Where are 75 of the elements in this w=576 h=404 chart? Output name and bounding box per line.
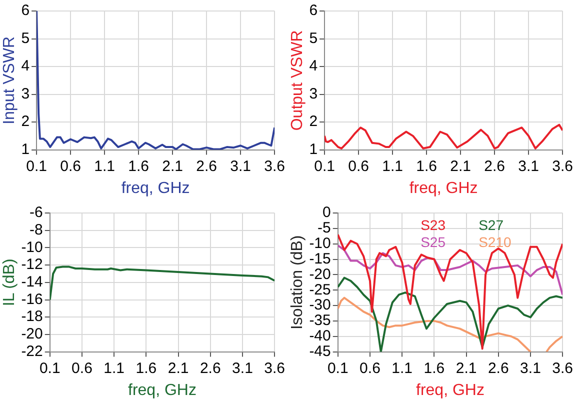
y-tick-label: 1 <box>21 140 30 158</box>
y-tick-label: 4 <box>309 58 318 75</box>
x-tick-label: 0.1 <box>327 360 348 377</box>
x-tick-label: 2.1 <box>450 158 471 175</box>
y-tick-label: -5 <box>318 220 331 237</box>
x-tick-label: 3.1 <box>520 360 541 377</box>
x-tick-label: 2.1 <box>168 360 189 377</box>
x-tick-label: 1.6 <box>128 158 149 175</box>
x-tick-label: 3.6 <box>264 158 286 175</box>
x-tick-label: 1.6 <box>416 158 437 175</box>
x-tick-label: 3.1 <box>232 360 253 377</box>
y-tick-label: 0 <box>322 204 331 222</box>
y-tick-label: -6 <box>30 204 43 222</box>
y-tick-label: -20 <box>21 326 43 343</box>
x-tick-label: 2.6 <box>196 158 217 175</box>
x-tick-label: 0.6 <box>360 360 380 377</box>
y-tick-label: 1 <box>309 140 318 158</box>
y-axis-title: Input VSWR <box>1 36 18 124</box>
y-axis-title: Output VSWR <box>289 30 306 131</box>
x-tick-label: 2.1 <box>162 158 183 175</box>
x-axis-title: freq, GHz <box>409 180 478 197</box>
y-tick-label: -20 <box>309 266 331 283</box>
y-tick-label: -18 <box>21 308 43 326</box>
x-tick-label: 2.6 <box>488 360 509 377</box>
x-tick-label: 3.1 <box>230 158 251 175</box>
y-tick-label: -12 <box>21 256 43 274</box>
x-tick-label: 3.6 <box>552 360 574 377</box>
x-tick-label: 2.1 <box>456 360 477 377</box>
y-tick-label: 3 <box>309 85 318 102</box>
y-tick-label: 5 <box>309 30 318 47</box>
y-tick-label: -10 <box>21 238 43 256</box>
y-axis-title: Isolation (dB) <box>289 235 306 330</box>
x-tick-label: 1.1 <box>94 158 115 175</box>
y-tick-label: -35 <box>309 312 331 330</box>
y-tick-label: -8 <box>30 221 43 238</box>
x-tick-label: 0.1 <box>314 158 335 175</box>
series-label: S23 <box>420 216 446 233</box>
y-tick-label: 2 <box>21 113 30 130</box>
y-tick-label: -25 <box>309 281 331 298</box>
y-tick-label: -10 <box>309 234 331 252</box>
y-tick-label: -40 <box>309 328 331 345</box>
x-axis-title: freq, GHz <box>416 382 484 399</box>
y-tick-label: 4 <box>21 58 30 75</box>
x-tick-label: 3.6 <box>264 360 286 377</box>
x-tick-label: 0.1 <box>39 360 60 377</box>
y-tick-label: 6 <box>309 2 318 20</box>
series-label: S25 <box>420 234 446 250</box>
y-tick-label: -22 <box>21 342 43 360</box>
x-tick-label: 1.6 <box>136 360 157 377</box>
x-tick-label: 1.6 <box>424 360 445 377</box>
x-tick-label: 1.1 <box>392 360 413 377</box>
x-tick-label: 0.6 <box>60 158 81 175</box>
text: S210 <box>478 234 512 250</box>
x-tick-label: 1.1 <box>104 360 125 377</box>
x-tick-label: 0.1 <box>26 158 47 175</box>
x-tick-label: 0.6 <box>348 158 369 175</box>
y-tick-label: 2 <box>309 113 318 130</box>
y-tick-label: -14 <box>21 274 43 291</box>
y-tick-label: 3 <box>21 85 30 102</box>
x-tick-label: 1.1 <box>382 158 403 175</box>
y-tick-label: -16 <box>21 290 43 308</box>
x-axis-title: freq, GHz <box>121 180 190 197</box>
x-tick-label: 3.1 <box>518 158 539 175</box>
x-tick-label: 2.6 <box>200 360 221 377</box>
x-tick-label: 0.6 <box>72 360 92 377</box>
y-tick-label: -15 <box>309 250 331 268</box>
y-tick-label: -45 <box>309 342 331 360</box>
y-tick-label: 6 <box>21 2 30 20</box>
x-tick-label: 2.6 <box>484 158 505 175</box>
y-tick-label: 5 <box>21 30 30 47</box>
y-axis-title: IL (dB) <box>1 258 18 306</box>
y-tick-label: -30 <box>309 296 331 314</box>
text: S27 <box>478 216 504 233</box>
x-axis-title: freq, GHz <box>128 382 196 399</box>
x-tick-label: 3.6 <box>552 158 574 175</box>
